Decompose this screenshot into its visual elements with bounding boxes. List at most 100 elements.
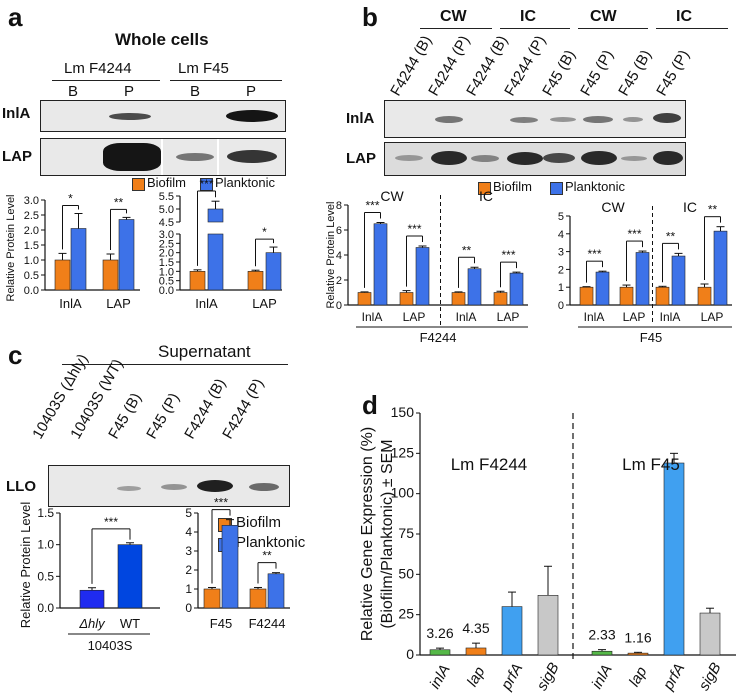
c-left-sig-label: *** (104, 515, 118, 529)
a-left-sig-1-label: ** (114, 195, 124, 209)
b-f4244-ytick-label-2: 4 (336, 250, 342, 262)
b-f4244-ytick-label-1: 2 (336, 275, 342, 287)
a-right-sig-1-label: * (262, 225, 267, 239)
a-right-ytick-label-5: 2.5 (159, 238, 174, 250)
b-f4244-group-ic: IC (479, 188, 493, 204)
c-left-ytick-label-0: 0.0 (37, 601, 54, 615)
a-left-ytick-label-6: 3.0 (24, 195, 39, 207)
b-f45-xlabel-1: LAP (623, 310, 646, 324)
c-right-xlabel-1: F4244 (249, 616, 286, 631)
c-right-sig-1-label: ** (262, 549, 272, 563)
b-legend-biofilm: Biofilm (493, 179, 533, 194)
c-right-ytick-label-1: 1 (185, 582, 192, 596)
d-xlabel-4: inlA (588, 662, 615, 692)
b-row-inla: InlA (346, 110, 375, 127)
d-xlabel-5: lap (626, 664, 651, 690)
a-left-ytick-label-1: 0.5 (24, 270, 39, 282)
b-f4244-xlabel-2: InlA (456, 310, 477, 324)
d-value-label-0: 3.26 (426, 625, 453, 641)
d-bar-lap-5 (627, 652, 649, 656)
a-row-inla: InlA (2, 105, 31, 122)
d-ylabel-2: (Biofilm/Planktonic) ± SEM (379, 439, 396, 628)
d-ytick-label-2: 50 (398, 565, 414, 581)
b-ylabel: Relative Protein Level (325, 201, 337, 308)
a-ylabel: Relative Protein Level (5, 194, 17, 301)
b-f4244-strain-label: F4244 (420, 330, 457, 345)
a-right-sig-0-label: *** (199, 177, 213, 191)
b-f45-ytick-label-0: 0 (558, 300, 564, 312)
b-f45-bar-planktonic-2 (671, 255, 686, 306)
a-right-xlabel-0: InlA (195, 296, 218, 311)
c-right-ytick-label-4: 4 (185, 525, 192, 539)
a-left-xlabel-0: InlA (59, 296, 82, 311)
b-f4244-bar-biofilm-3 (493, 292, 508, 306)
b-f4244-bar-planktonic-1 (415, 247, 430, 306)
b-f45-bar-planktonic-0 (595, 271, 610, 306)
b-f45-sig-3-label: ** (708, 203, 718, 217)
a-right-bar-planktonic-InlA (207, 208, 224, 223)
b-f4244-xlabel-0: InlA (362, 310, 383, 324)
a-right-bar-biofilm-LAP (247, 271, 264, 291)
b-f45-strain-label: F45 (640, 330, 662, 345)
b-f4244-sig-0-label: *** (365, 199, 379, 213)
a-right-ytick-label-1: 0.5 (159, 276, 174, 288)
a-left-ytick-label-0: 0.0 (24, 285, 39, 297)
a-right-bar-planktonic-low-InlA (207, 233, 224, 291)
c-right-xlabel-0: F45 (210, 616, 232, 631)
a-strain-f4244: Lm F4244 (64, 60, 132, 77)
a-left-ytick-label-2: 1.0 (24, 255, 39, 267)
b-f4244-xlabel-1: LAP (403, 310, 426, 324)
a-right-ytick-label-4: 2.0 (159, 248, 174, 260)
b-f4244-sig-1-label: *** (407, 222, 421, 236)
b-f45-group-ic: IC (683, 199, 697, 215)
b-f45-bar-biofilm-0 (579, 286, 594, 306)
a-blot-inla (40, 100, 286, 132)
b-group-line-3 (578, 28, 648, 29)
a-strain-line-1 (52, 80, 160, 81)
c-left-xlabel-0: Δhly (78, 616, 106, 631)
a-lane-2: P (124, 83, 135, 100)
b-f4244-bar-biofilm-2 (451, 292, 466, 306)
b-f4244-bar-planktonic-3 (509, 272, 524, 306)
d-ylabel-1: Relative Gene Expression (%) (359, 427, 376, 641)
b-f45-ytick-label-1: 1 (558, 282, 564, 294)
d-strain-f45: Lm F45 (622, 455, 680, 474)
b-f45-group-cw: CW (601, 199, 625, 215)
d-xlabel-3: sigB (533, 660, 562, 694)
b-f45-ytick-label-2: 2 (558, 264, 564, 276)
d-value-label-1: 4.35 (462, 620, 489, 636)
panel-label-d: d (362, 390, 378, 420)
a-title: Whole cells (115, 30, 209, 49)
a-lane-1: B (68, 83, 79, 100)
b-group-2: IC (520, 8, 536, 25)
a-right-xlabel-1: LAP (252, 296, 277, 311)
b-group-1: CW (440, 8, 467, 25)
a-strain-f45: Lm F45 (178, 60, 229, 77)
b-f4244-group-cw: CW (380, 188, 404, 204)
d-xlabel-7: sigB (695, 660, 724, 694)
b-legend-planktonic: Planktonic (565, 179, 625, 194)
panel-label-b: b (362, 2, 378, 32)
c-ylabel: Relative Protein Level (18, 502, 33, 629)
b-f45-bar-planktonic-1 (635, 252, 650, 306)
b-group-3: CW (590, 8, 617, 25)
b-f45-sig-1-label: *** (627, 227, 641, 241)
a-right-bar-planktonic-LAP (265, 252, 282, 291)
b-f45-ytick-label-4: 4 (558, 229, 564, 241)
a-strain-line-2 (170, 80, 282, 81)
a-blot-lap (40, 138, 286, 176)
c-right-ytick-label-5: 5 (185, 506, 192, 520)
d-xlabel-2: prfA (497, 661, 526, 694)
a-left-ytick-label-4: 2.0 (24, 225, 39, 237)
c-left-ytick-label-3: 1.5 (37, 506, 54, 520)
d-ytick-label-3: 75 (398, 525, 414, 541)
panel-label-c: c (8, 340, 23, 370)
c-left-bar-0 (79, 589, 105, 609)
c-right-bar-planktonic-F4244 (267, 573, 285, 609)
a-left-sig-0-label: * (68, 192, 73, 206)
b-f4244-ytick-label-3: 6 (336, 225, 342, 237)
a-right-ytick-label-6: 3.0 (159, 229, 174, 241)
a-left-bar-biofilm-LAP (102, 259, 119, 291)
b-f45-bar-biofilm-3 (697, 286, 712, 306)
